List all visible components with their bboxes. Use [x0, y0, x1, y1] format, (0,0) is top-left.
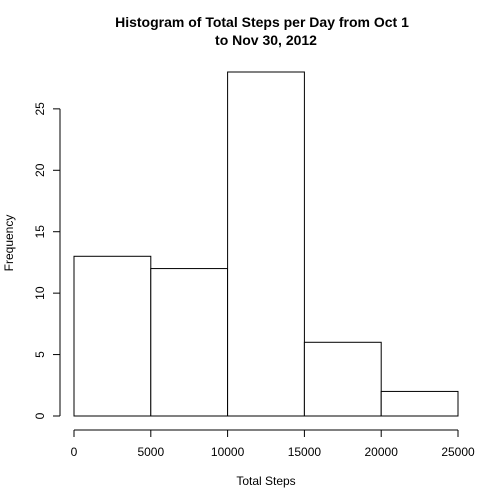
histogram-bars	[73, 71, 459, 417]
y-axis-label: Frequency	[2, 215, 16, 272]
x-tick-label: 25000	[441, 445, 475, 459]
histogram-bar-4	[303, 341, 382, 417]
chart-title-line-2: to Nov 30, 2012	[215, 32, 317, 48]
y-tick-label: 15	[33, 225, 47, 239]
y-tick-label: 0	[33, 412, 47, 419]
x-tick-label: 15000	[288, 445, 322, 459]
x-axis-label: Total Steps	[236, 474, 295, 488]
y-axis: 0 5 10 15 20 25	[33, 102, 61, 419]
y-tick-label: 10	[33, 286, 47, 300]
histogram-bar-5	[380, 390, 459, 417]
chart-title-line-1: Histogram of Total Steps per Day from Oc…	[115, 14, 409, 30]
histogram-bar-2	[150, 268, 229, 417]
x-tick-label: 5000	[137, 445, 164, 459]
y-tick-label: 20	[33, 163, 47, 177]
histogram-bar-1	[73, 255, 152, 417]
x-tick-label: 0	[71, 445, 78, 459]
x-axis: 0 5000 10000 15000 20000 25000	[71, 429, 475, 459]
x-tick-label: 10000	[211, 445, 245, 459]
y-tick-label: 25	[33, 102, 47, 116]
y-tick-label: 5	[33, 351, 47, 358]
x-tick-label: 20000	[365, 445, 399, 459]
histogram-bar-3	[227, 71, 305, 417]
